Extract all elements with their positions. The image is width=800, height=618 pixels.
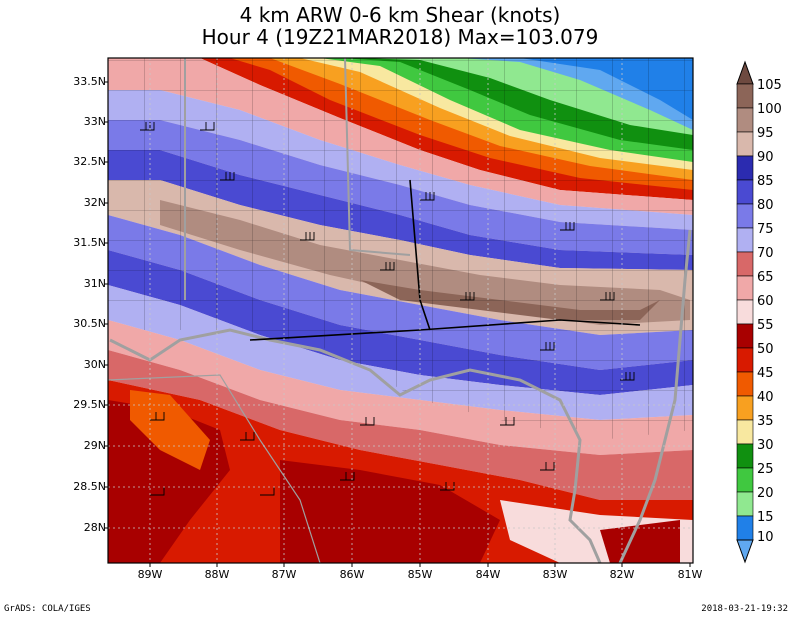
colorbar-label: 50: [757, 342, 774, 357]
lat-label: 33.5N: [73, 75, 106, 88]
colorbar-label: 90: [757, 150, 774, 165]
lon-label: 83W: [542, 568, 568, 581]
lat-label: 29N: [83, 439, 106, 452]
lat-label: 30.5N: [73, 317, 106, 330]
colorbar-label: 65: [757, 270, 774, 285]
colorbar-label: 25: [757, 462, 774, 477]
lat-label: 32N: [83, 196, 106, 209]
lon-label: 85W: [407, 568, 433, 581]
colorbar-swatch: [736, 491, 754, 517]
colorbar-label: 10: [757, 530, 774, 545]
map-subtitle: Hour 4 (19Z21MAR2018) Max=103.079: [201, 25, 599, 49]
colorbar-swatch: [736, 227, 754, 253]
colorbar-swatch: [736, 419, 754, 445]
footer-timestamp: 2018-03-21-19:32: [701, 604, 788, 614]
colorbar-swatch: [736, 395, 754, 421]
lon-label: 82W: [609, 568, 635, 581]
colorbar-label: 85: [757, 174, 774, 189]
plot-frame: [107, 57, 694, 564]
colorbar-label: 35: [757, 414, 774, 429]
footer-source: GrADS: COLA/IGES: [4, 604, 91, 614]
lat-label: 30N: [83, 358, 106, 371]
lat-label: 32.5N: [73, 155, 106, 168]
lon-label: 81W: [677, 568, 703, 581]
lat-label: 29.5N: [73, 398, 106, 411]
colorbar-swatch: [736, 131, 754, 157]
lon-label: 87W: [271, 568, 297, 581]
colorbar-swatch: [736, 251, 754, 277]
colorbar: [736, 60, 754, 564]
lon-label: 89W: [137, 568, 163, 581]
colorbar-label: 20: [757, 486, 774, 501]
colorbar-bottom-arrow: [736, 539, 754, 564]
colorbar-label: 45: [757, 366, 774, 381]
lon-label: 88W: [204, 568, 230, 581]
colorbar-swatch: [736, 155, 754, 181]
lat-label: 28N: [83, 521, 106, 534]
colorbar-label: 95: [757, 126, 774, 141]
lat-label: 31N: [83, 277, 106, 290]
colorbar-label: 105: [757, 78, 782, 93]
lon-label: 84W: [475, 568, 501, 581]
lat-label: 28.5N: [73, 480, 106, 493]
colorbar-swatch: [736, 179, 754, 205]
colorbar-label: 55: [757, 318, 774, 333]
colorbar-label: 75: [757, 222, 774, 237]
colorbar-label: 15: [757, 510, 774, 525]
colorbar-swatch: [736, 323, 754, 349]
colorbar-swatch: [736, 371, 754, 397]
colorbar-swatch: [736, 467, 754, 493]
colorbar-label: 40: [757, 390, 774, 405]
colorbar-swatch: [736, 515, 754, 541]
lat-label: 33N: [83, 115, 106, 128]
colorbar-top-arrow: [736, 60, 754, 85]
colorbar-swatch: [736, 443, 754, 469]
colorbar-swatch: [736, 107, 754, 133]
colorbar-label: 70: [757, 246, 774, 261]
colorbar-swatch: [736, 347, 754, 373]
lon-label: 86W: [339, 568, 365, 581]
colorbar-label: 60: [757, 294, 774, 309]
colorbar-swatch: [736, 275, 754, 301]
colorbar-label: 100: [757, 102, 782, 117]
shear-field: [108, 58, 693, 563]
colorbar-swatch: [736, 83, 754, 109]
colorbar-label: 30: [757, 438, 774, 453]
colorbar-swatch: [736, 203, 754, 229]
colorbar-swatch: [736, 299, 754, 325]
lat-label: 31.5N: [73, 236, 106, 249]
map-title: 4 km ARW 0-6 km Shear (knots): [239, 3, 561, 27]
colorbar-label: 80: [757, 198, 774, 213]
